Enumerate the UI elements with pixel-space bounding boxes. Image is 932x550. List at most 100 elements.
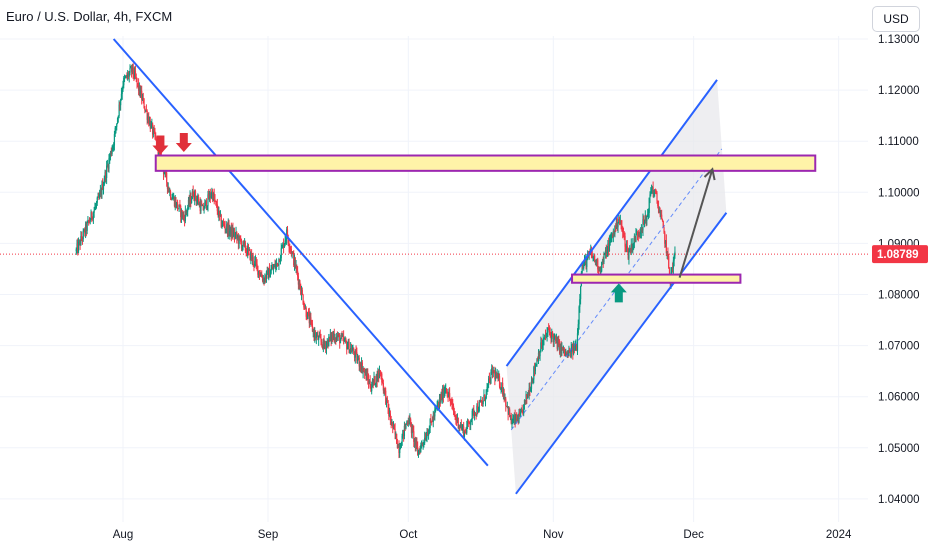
candle-body	[455, 416, 457, 420]
candle-body	[248, 249, 250, 251]
candle-body	[313, 330, 315, 338]
time-axis[interactable]: Aug Sep Oct Nov Dec 2024	[113, 529, 852, 541]
last-price-tag	[872, 245, 928, 264]
candle-body	[169, 191, 171, 193]
candle-body	[420, 445, 422, 453]
candle-body	[673, 255, 675, 261]
candle-body	[484, 395, 486, 401]
candle-body	[663, 227, 665, 233]
candle-body	[611, 234, 613, 239]
candle-body	[124, 77, 126, 78]
candle-body	[91, 212, 93, 219]
candle-body	[168, 187, 170, 193]
candle-body	[199, 203, 201, 211]
candle-body	[186, 211, 188, 213]
candle-body	[182, 214, 184, 218]
candle-body	[548, 328, 550, 330]
candle-body	[201, 203, 203, 206]
candle-body	[618, 219, 621, 222]
candle-body	[220, 214, 222, 227]
candle-body	[209, 193, 211, 198]
candle-body	[265, 271, 268, 280]
downtrend-line	[112, 38, 489, 467]
candle-body	[473, 409, 475, 416]
candle-body	[314, 333, 316, 338]
candle-body	[175, 200, 177, 207]
candle-body	[534, 367, 536, 372]
candle-body	[565, 351, 568, 355]
candle-body	[410, 419, 412, 423]
candle-body	[386, 397, 388, 401]
candle-body	[259, 275, 261, 277]
candle-body	[414, 438, 416, 446]
candle-body	[622, 230, 624, 233]
candle-body	[525, 394, 527, 401]
candle-body	[226, 224, 228, 230]
candle-body	[286, 229, 289, 238]
candle-body	[623, 233, 625, 236]
candle-body	[506, 406, 508, 407]
candle-body	[376, 374, 378, 382]
candle-body	[79, 240, 81, 246]
candle-body	[247, 247, 249, 255]
candle-body	[554, 336, 556, 338]
candle-body	[494, 371, 496, 380]
candle-body	[574, 346, 576, 351]
candle-body	[477, 411, 480, 413]
candle-body	[84, 229, 86, 234]
candle-body	[534, 366, 536, 372]
candle-body	[390, 420, 392, 425]
candle-body	[540, 342, 542, 352]
candle-body	[181, 210, 183, 218]
candle-body	[91, 218, 94, 220]
candle-body	[163, 173, 165, 175]
candle-body	[635, 234, 637, 242]
candle-body	[90, 212, 92, 221]
candle-body	[431, 420, 433, 422]
candle-body	[643, 219, 645, 223]
candle-body	[539, 351, 541, 357]
candle-body	[349, 349, 351, 353]
candle-body	[591, 254, 593, 258]
candle-body	[460, 424, 462, 429]
candle-body	[400, 445, 402, 448]
candle-body	[337, 334, 339, 338]
candle-body	[77, 243, 79, 252]
candle-body	[190, 196, 192, 203]
candle-body	[339, 339, 342, 344]
candle-body	[380, 373, 382, 374]
candle-body	[353, 348, 355, 354]
candle-body	[176, 201, 179, 209]
candle-body	[170, 198, 172, 200]
candle-body	[478, 401, 480, 412]
candle-body	[378, 370, 381, 377]
candle-body	[372, 380, 374, 383]
candle-body	[402, 430, 404, 436]
candle-body	[122, 85, 124, 91]
candle-body	[489, 378, 491, 384]
candle-body	[537, 352, 540, 362]
candle-body	[388, 408, 390, 417]
candle-body	[137, 83, 139, 84]
price-axis[interactable]: 1.130001.120001.110001.100001.090001.080…	[872, 34, 928, 506]
candle-body	[448, 393, 450, 397]
candle-body	[144, 108, 146, 111]
candle-body	[95, 202, 98, 206]
candle-body	[325, 343, 328, 349]
candle-body	[671, 267, 673, 273]
candle-body	[99, 190, 101, 194]
candle-body	[246, 251, 248, 255]
candle-body	[586, 257, 588, 267]
candle-body	[426, 433, 428, 438]
down-arrow-icon	[152, 135, 169, 155]
currency-button[interactable]: USD	[872, 6, 920, 32]
candle-body	[222, 222, 225, 224]
candle-body	[671, 267, 674, 269]
candle-body	[215, 201, 218, 205]
candle-body	[621, 225, 623, 231]
candle-body	[569, 351, 572, 357]
candle-body	[416, 441, 418, 448]
candle-body	[495, 373, 498, 379]
candle-body	[294, 258, 296, 268]
